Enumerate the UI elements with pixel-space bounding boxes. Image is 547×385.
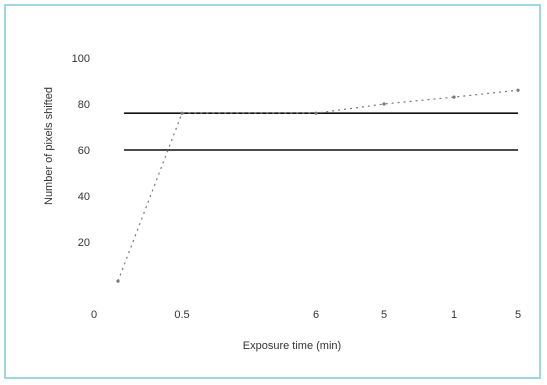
reference-lines — [124, 112, 518, 151]
data-point — [314, 111, 318, 115]
y-tick-label: 60 — [78, 145, 90, 157]
y-tick-label: 40 — [78, 191, 90, 203]
line-chart: 20 40 60 80 100 0 0.5 6 5 1 5 Exposure time (min)… — [43, 53, 521, 352]
data-point — [116, 279, 120, 283]
data-point — [180, 111, 184, 115]
chart-frame: 20 40 60 80 100 0 0.5 6 5 1 5 Exposure time (min)… — [4, 4, 541, 379]
x-axis-ticks: 0 0.5 6 5 1 5 — [91, 309, 521, 321]
x-tick-label: 1 — [451, 309, 457, 321]
data-point — [516, 88, 520, 92]
x-tick-label: 5 — [381, 309, 387, 321]
y-tick-label: 100 — [72, 53, 90, 65]
x-tick-label: 6 — [313, 309, 319, 321]
y-tick-label: 20 — [78, 237, 90, 249]
x-tick-label: 5 — [515, 309, 521, 321]
y-tick-label: 80 — [78, 99, 90, 111]
x-tick-label: 0.5 — [174, 309, 189, 321]
x-tick-label: 0 — [91, 309, 97, 321]
series-line — [117, 89, 519, 282]
y-axis-title: Number of pixels shifted — [43, 87, 55, 205]
y-axis-ticks: 20 40 60 80 100 — [72, 53, 90, 249]
data-point — [452, 95, 456, 99]
data-point — [382, 102, 386, 106]
series-group — [116, 88, 520, 283]
x-axis-title: Exposure time (min) — [243, 340, 341, 352]
